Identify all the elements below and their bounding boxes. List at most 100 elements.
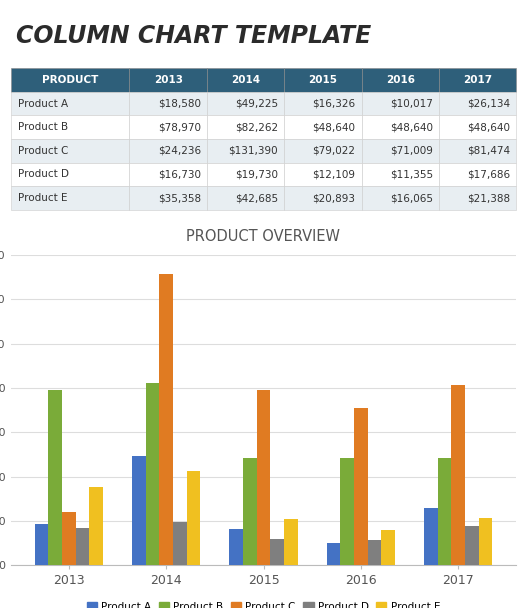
FancyBboxPatch shape [439,139,516,162]
FancyBboxPatch shape [130,186,207,210]
Bar [257,390,270,565]
Text: $21,388: $21,388 [467,193,510,203]
Bar [243,458,257,565]
Text: $81,474: $81,474 [467,146,510,156]
FancyBboxPatch shape [207,92,284,116]
FancyBboxPatch shape [439,116,516,139]
FancyBboxPatch shape [130,92,207,116]
FancyBboxPatch shape [362,116,439,139]
Text: 2017: 2017 [463,75,492,85]
Bar [451,385,465,565]
FancyBboxPatch shape [11,92,130,116]
FancyBboxPatch shape [130,162,207,186]
Text: 2016: 2016 [386,75,415,85]
Bar [381,530,395,565]
FancyBboxPatch shape [207,139,284,162]
FancyBboxPatch shape [362,92,439,116]
Bar [146,383,159,565]
Text: $16,065: $16,065 [390,193,433,203]
Text: $48,640: $48,640 [390,122,433,132]
Text: $19,730: $19,730 [235,170,278,179]
Bar [76,528,90,565]
FancyBboxPatch shape [284,68,362,92]
FancyBboxPatch shape [362,68,439,92]
Bar [48,390,62,565]
Bar [173,522,187,565]
Bar [340,458,354,565]
Text: $48,640: $48,640 [467,122,510,132]
Text: $71,009: $71,009 [390,146,433,156]
Text: $82,262: $82,262 [235,122,278,132]
Title: PRODUCT OVERVIEW: PRODUCT OVERVIEW [187,229,340,244]
Text: $16,326: $16,326 [313,98,356,109]
Text: $24,236: $24,236 [158,146,201,156]
Text: Product E: Product E [18,193,67,203]
Text: $16,730: $16,730 [158,170,201,179]
FancyBboxPatch shape [362,186,439,210]
Text: $35,358: $35,358 [158,193,201,203]
Text: PRODUCT: PRODUCT [42,75,98,85]
FancyBboxPatch shape [439,186,516,210]
FancyBboxPatch shape [130,68,207,92]
Text: $11,355: $11,355 [390,170,433,179]
FancyBboxPatch shape [11,68,130,92]
Text: 2014: 2014 [231,75,260,85]
Text: $78,970: $78,970 [158,122,201,132]
Text: $48,640: $48,640 [313,122,356,132]
FancyBboxPatch shape [11,139,130,162]
FancyBboxPatch shape [439,68,516,92]
Bar [187,471,200,565]
FancyBboxPatch shape [439,92,516,116]
Text: $131,390: $131,390 [229,146,278,156]
FancyBboxPatch shape [207,68,284,92]
Bar [90,487,103,565]
FancyBboxPatch shape [207,186,284,210]
FancyBboxPatch shape [284,92,362,116]
Bar [229,529,243,565]
FancyBboxPatch shape [284,139,362,162]
FancyBboxPatch shape [130,116,207,139]
Legend: Product A, Product B, Product C, Product D, Product E: Product A, Product B, Product C, Product… [83,598,444,608]
Text: Product B: Product B [18,122,69,132]
Bar [437,458,451,565]
Text: $12,109: $12,109 [313,170,356,179]
Text: $49,225: $49,225 [235,98,278,109]
Text: COLUMN CHART TEMPLATE: COLUMN CHART TEMPLATE [16,24,371,48]
Text: $42,685: $42,685 [235,193,278,203]
FancyBboxPatch shape [362,139,439,162]
FancyBboxPatch shape [11,162,130,186]
Bar [354,408,368,565]
Text: Product C: Product C [18,146,69,156]
Bar [62,512,76,565]
Bar [132,457,146,565]
Text: Product A: Product A [18,98,69,109]
FancyBboxPatch shape [207,116,284,139]
Bar [368,541,381,565]
Bar [35,524,48,565]
FancyBboxPatch shape [362,162,439,186]
Text: $26,134: $26,134 [467,98,510,109]
FancyBboxPatch shape [207,162,284,186]
Text: Product D: Product D [18,170,69,179]
Bar [284,519,298,565]
Text: $18,580: $18,580 [158,98,201,109]
FancyBboxPatch shape [130,139,207,162]
Text: $20,893: $20,893 [313,193,356,203]
Bar [327,543,340,565]
Bar [465,527,479,565]
Bar [270,539,284,565]
FancyBboxPatch shape [11,186,130,210]
FancyBboxPatch shape [284,116,362,139]
FancyBboxPatch shape [11,116,130,139]
Text: 2015: 2015 [308,75,337,85]
Text: 2013: 2013 [154,75,183,85]
FancyBboxPatch shape [284,162,362,186]
Text: $79,022: $79,022 [313,146,356,156]
Text: $17,686: $17,686 [467,170,510,179]
Bar [479,518,492,565]
Bar [424,508,437,565]
Text: $10,017: $10,017 [390,98,433,109]
Bar [159,274,173,565]
FancyBboxPatch shape [284,186,362,210]
FancyBboxPatch shape [439,162,516,186]
